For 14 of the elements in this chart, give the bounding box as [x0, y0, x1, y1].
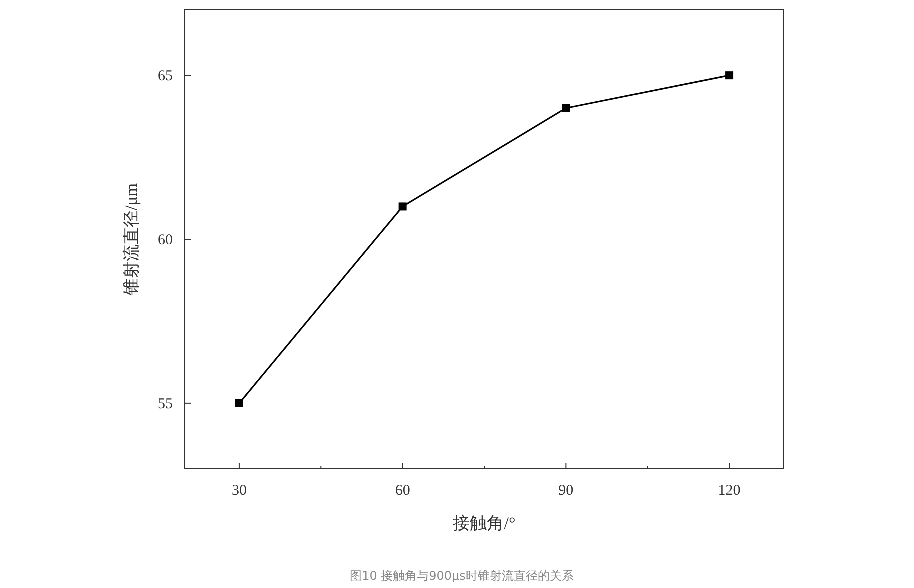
y-tick-label: 55	[158, 396, 173, 412]
point	[726, 72, 734, 80]
x-axis-title: 接触角/°	[453, 514, 516, 533]
point	[235, 399, 244, 408]
caption: 图10 接触角与900μs时锥射流直径的关系	[350, 569, 574, 583]
y-axis-title: 锥射流直径/μm	[122, 183, 141, 297]
x-tick-label: 30	[232, 483, 247, 499]
y-tick-label: 60	[158, 232, 173, 248]
x-tick-label: 120	[718, 483, 741, 499]
y-tick-label: 65	[158, 68, 173, 85]
x-tick-label: 90	[558, 483, 574, 499]
x-tick-label: 60	[395, 483, 410, 499]
point	[398, 202, 407, 211]
point	[562, 104, 570, 112]
